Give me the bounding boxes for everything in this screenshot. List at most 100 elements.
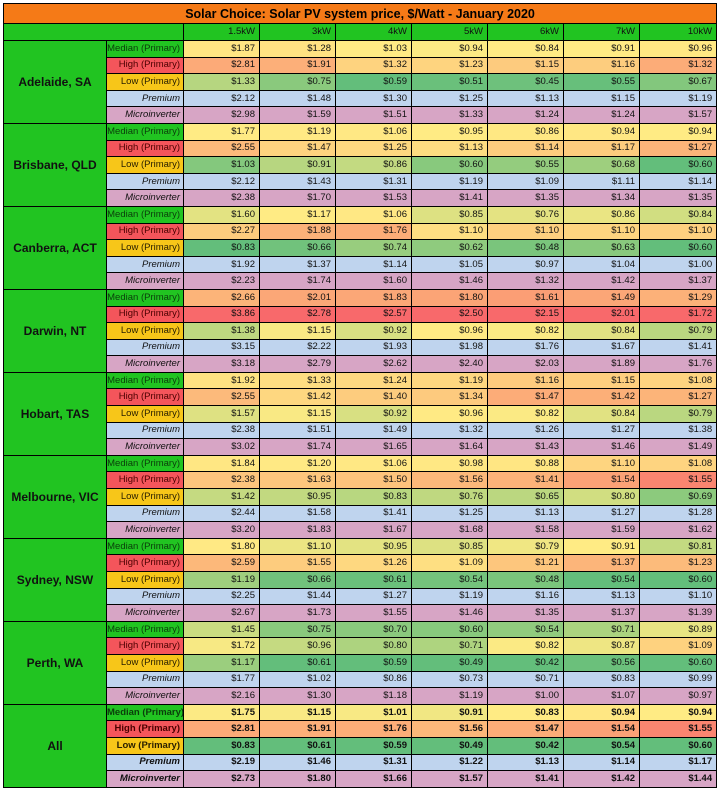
price-cell: $1.33 [183,73,260,91]
price-cell: $0.91 [411,703,488,722]
price-cell: $0.54 [411,571,488,589]
price-cell: $1.37 [259,255,336,274]
row-type-label: Low (Primary) [106,736,184,755]
row-type-label: Microinverter [106,189,184,207]
price-cell: $1.76 [335,720,412,738]
row-type-label: High (Primary) [106,305,184,324]
chart-title: Solar Choice: Solar PV system price, $/W… [2,3,718,24]
price-cell: $0.92 [335,405,412,423]
price-cell: $1.32 [411,421,488,440]
price-cell: $1.03 [183,156,260,174]
price-cell: $2.67 [183,604,260,622]
price-cell: $0.62 [411,239,488,257]
row-type-label: High (Primary) [106,637,184,655]
price-cell: $2.38 [183,421,260,440]
price-cell: $1.48 [259,89,336,108]
row-type-label: Low (Primary) [106,405,184,423]
price-cell: $1.33 [259,371,336,390]
price-cell: $2.22 [259,338,336,357]
table-row: Microinverter $2.23 $1.74 $1.60 $1.46 $1.32 $1… [4,272,718,290]
price-cell: $1.14 [638,172,718,191]
price-cell: $1.15 [487,56,564,75]
price-cell: $1.17 [563,139,640,158]
price-cell: $1.56 [411,720,488,738]
price-cell: $2.44 [183,504,260,523]
row-type-label: Microinverter [106,355,184,373]
price-cell: $0.45 [487,73,564,91]
price-cell: $1.27 [335,587,412,606]
price-cell: $1.01 [335,703,412,722]
price-cell: $0.70 [335,620,412,639]
price-cell: $0.95 [335,537,412,556]
price-cell: $1.55 [638,471,718,490]
price-cell: $1.57 [638,106,718,124]
price-cell: $0.48 [487,571,564,589]
row-type-label: Premium [106,172,184,191]
price-cell: $1.00 [638,255,718,274]
row-type-label: High (Primary) [106,554,184,572]
row-type-label: Median (Primary) [106,454,184,473]
price-cell: $2.01 [563,305,640,324]
price-cell: $0.86 [563,205,640,224]
table-row: Sydney, NSW Median (Primary) $1.80 $1.10 $0.… [3,537,718,622]
price-cell: $1.42 [563,770,640,788]
price-cell: $1.68 [411,521,488,539]
table-row: Premium $2.25 $1.44 $1.27 $1.19 $1.16 $1.13 $1.… [4,587,718,606]
price-cell: $1.67 [563,338,640,357]
price-cell: $1.42 [563,272,640,290]
price-cell: $0.84 [563,405,640,423]
price-cell: $0.59 [335,736,412,755]
price-cell: $1.60 [183,205,260,224]
price-cell: $0.60 [411,156,488,174]
row-type-label: Median (Primary) [106,40,184,58]
table-row: Melbourne, VIC Median (Primary) $1.84 $1.20… [3,454,718,539]
price-cell: $0.61 [259,653,336,672]
price-cell: $0.94 [411,40,488,58]
row-type-label: Microinverter [106,521,184,539]
price-cell: $0.79 [638,322,718,340]
price-cell: $1.67 [335,521,412,539]
price-cell: $0.42 [487,653,564,672]
price-cell: $1.27 [563,504,640,523]
column-header: 3kW [259,23,336,41]
price-cell: $1.49 [335,421,412,440]
price-cell: $1.42 [259,388,336,407]
price-cell: $3.86 [183,305,260,324]
price-cell: $1.51 [259,421,336,440]
table-row: Premium $2.38 $1.51 $1.49 $1.32 $1.26 $1.27 $1.… [4,421,718,440]
table-row: Microinverter $3.18 $2.79 $2.62 $2.40 $2.03 $1… [4,355,718,373]
table-row: Low (Primary) $1.03 $0.91 $0.86 $0.60 $0.55 $0… [4,156,718,174]
price-cell: $1.19 [411,172,488,191]
price-cell: $1.28 [638,504,718,523]
column-header: 1.5kW [183,23,260,41]
row-type-label: Premium [106,255,184,274]
column-header-row: 1.5kW 3kW 4kW 5kW 6kW 7kW 10kW [3,23,718,41]
price-cell: $0.60 [638,571,718,589]
price-cell: $1.17 [259,205,336,224]
price-cell: $1.72 [183,637,260,655]
column-header: 10kW [638,23,718,41]
price-cell: $0.55 [563,73,640,91]
price-cell: $1.16 [487,371,564,390]
price-cell: $0.83 [335,488,412,506]
price-cell: $1.55 [259,554,336,572]
table-row: Microinverter $3.02 $1.74 $1.65 $1.64 $1.43 $1… [4,438,718,456]
table-row: Hobart, TAS Median (Primary) $1.92 $1.33 $1.… [3,371,718,456]
price-cell: $1.15 [563,371,640,390]
table-row: High (Primary) $1.72 $0.96 $0.80 $0.71 $0.82 $… [4,637,718,655]
table-row: High (Primary) $2.55 $1.47 $1.25 $1.13 $1.14 $… [4,139,718,158]
price-cell: $1.64 [411,438,488,456]
table-row: High (Primary) $2.55 $1.42 $1.40 $1.34 $1.47 $… [4,388,718,407]
price-cell: $2.27 [183,222,260,241]
price-cell: $1.25 [411,89,488,108]
price-cell: $1.13 [563,587,640,606]
column-header: 4kW [335,23,412,41]
price-cell: $1.59 [259,106,336,124]
price-cell: $1.32 [335,56,412,75]
city-label: Hobart, TAS [3,371,107,456]
city-label: Brisbane, QLD [3,122,107,207]
price-cell: $1.47 [487,720,564,738]
price-cell: $1.83 [259,521,336,539]
price-cell: $1.44 [259,587,336,606]
table-row: Adelaide, SA Median (Primary) $1.87 $1.28 $1… [3,40,718,124]
